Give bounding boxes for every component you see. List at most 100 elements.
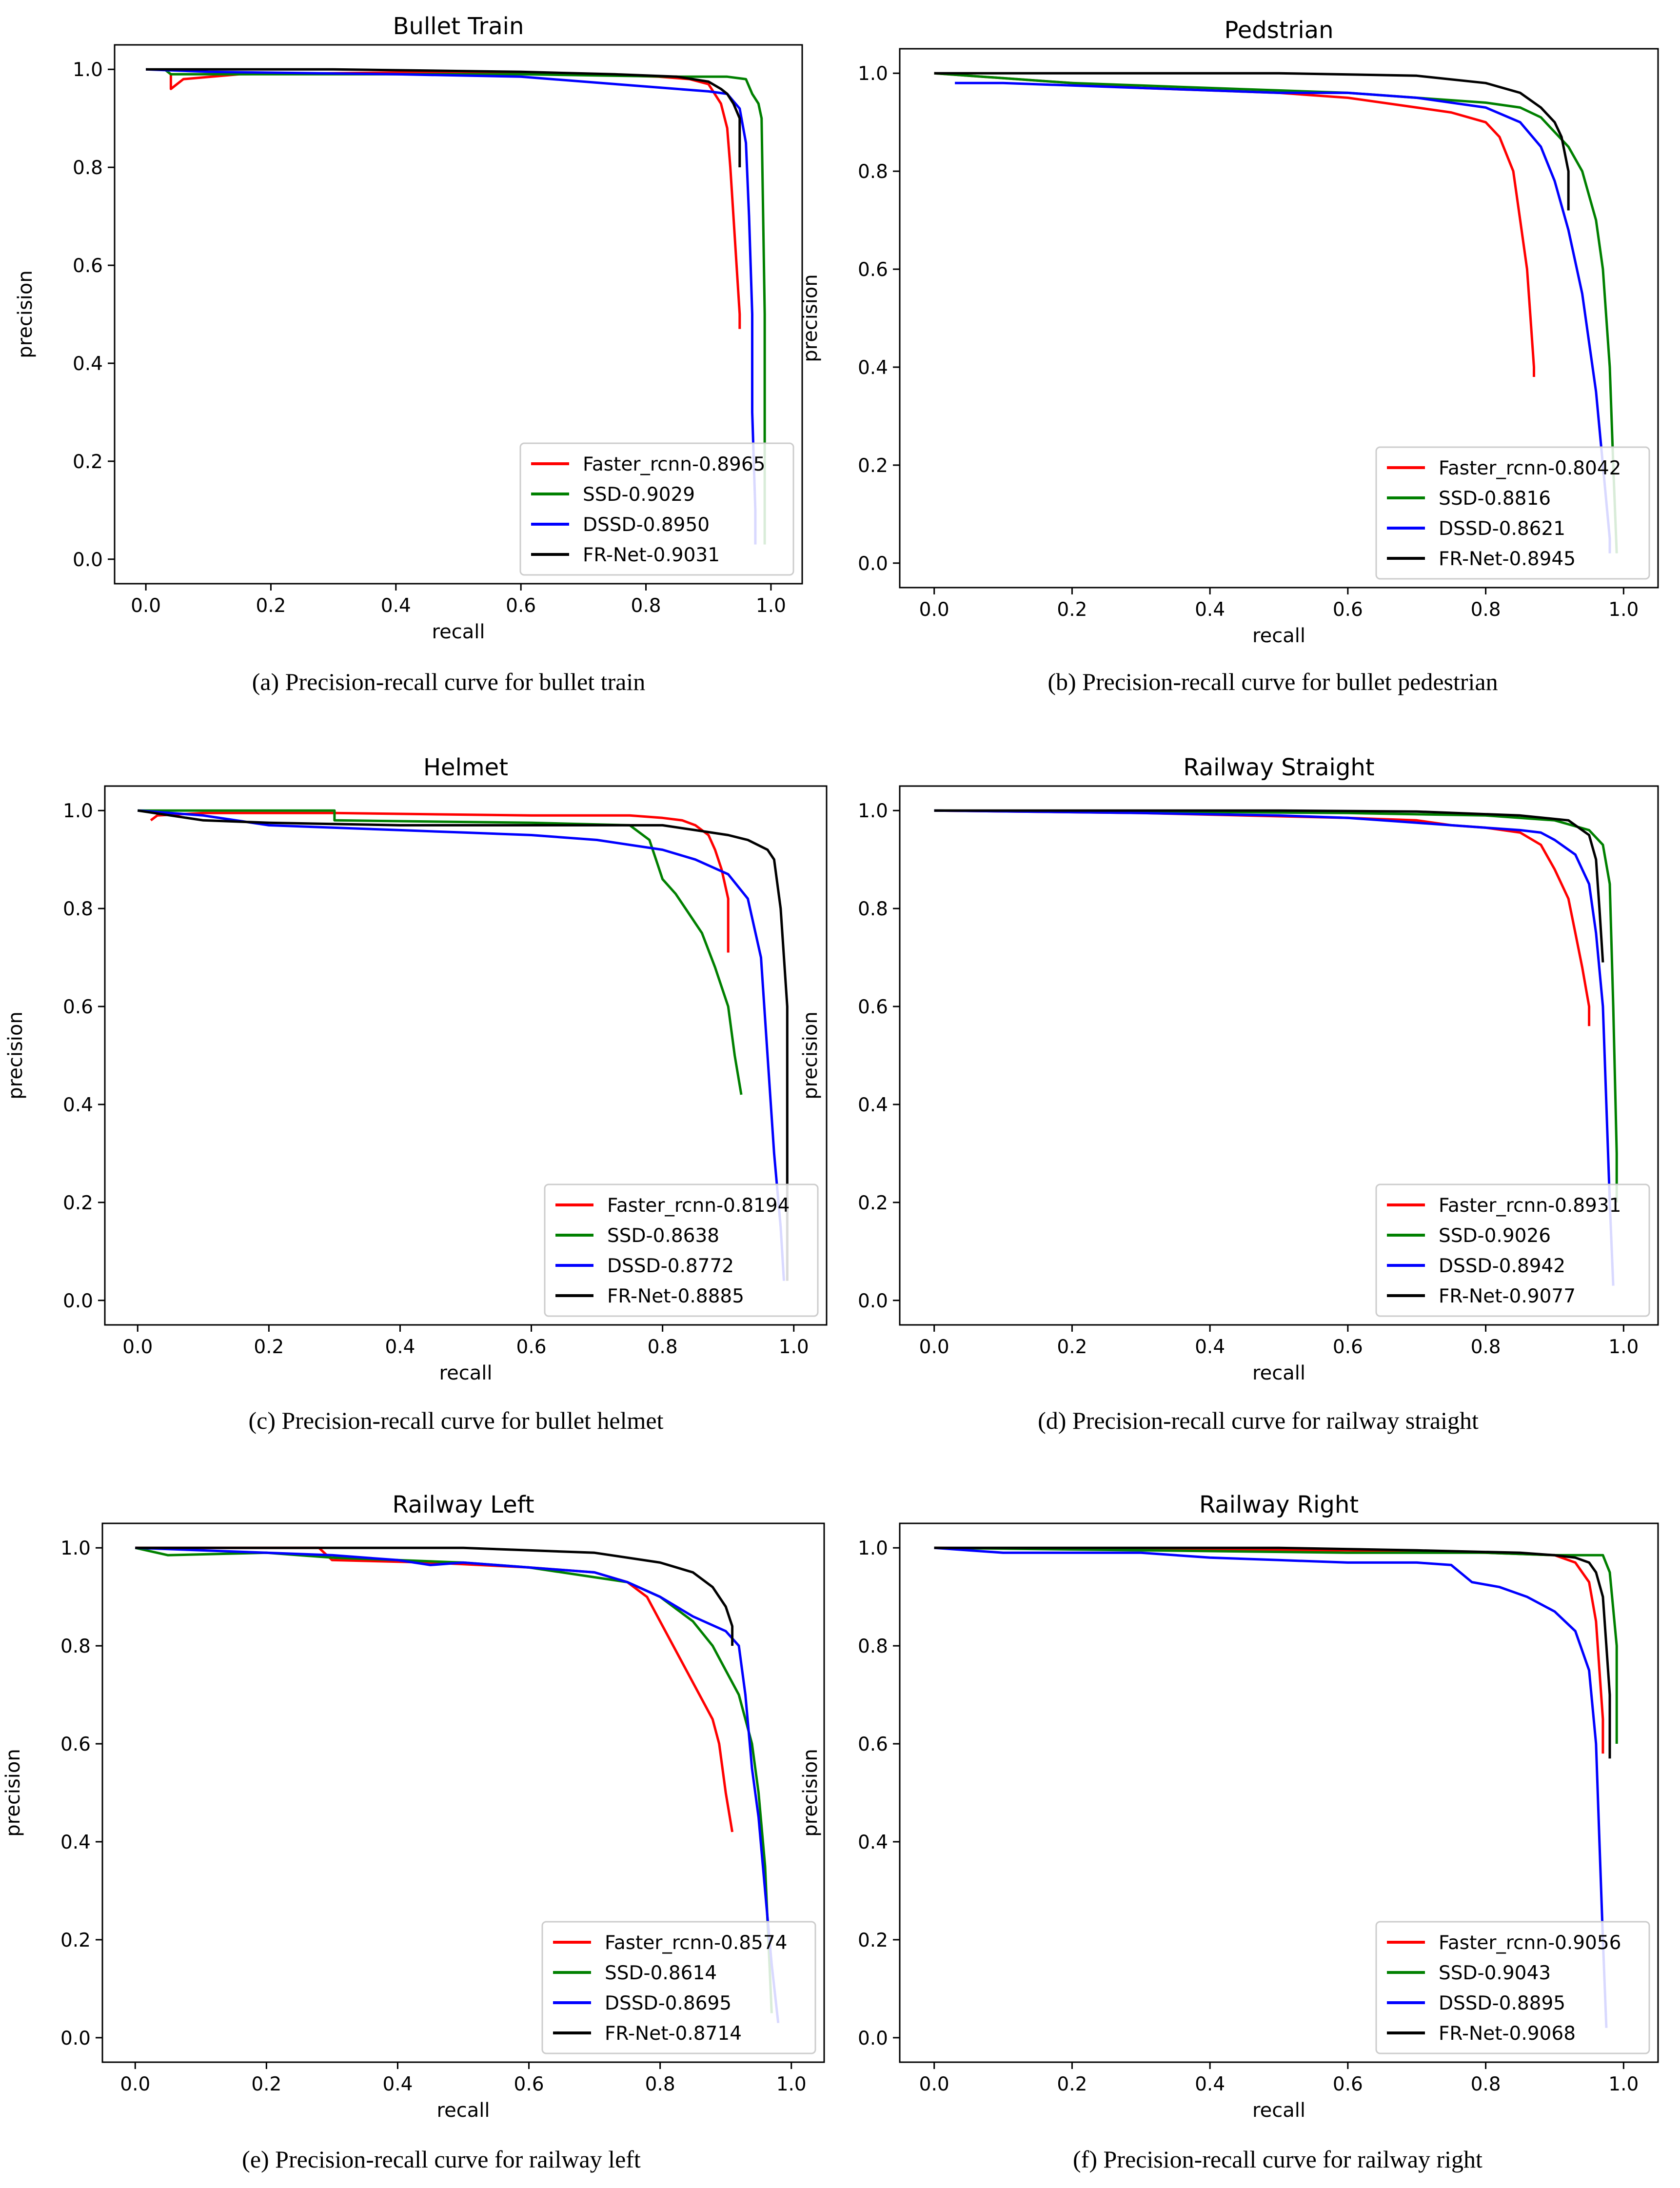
y-tick-label: 0.2: [73, 451, 103, 473]
plot-frame: [114, 44, 803, 585]
y-tick-label: 0.2: [858, 1192, 888, 1214]
x-tick-label: 0.4: [381, 595, 411, 617]
y-tick-label: 0.4: [858, 1094, 888, 1116]
chart-title: Pedstrian: [1225, 17, 1334, 44]
legend-label: SSD-0.9026: [1439, 1225, 1551, 1247]
x-axis-label: recall: [1252, 2099, 1305, 2122]
legend: Faster_rcnn-0.8194 SSD-0.8638 DSSD-0.8772 F…: [544, 1183, 819, 1317]
y-tick-label: 0.4: [858, 357, 888, 379]
y-tick-label: 1.0: [858, 63, 888, 85]
legend-label: Faster_rcnn-0.8194: [607, 1195, 790, 1217]
series-line-SSD: [163, 68, 766, 545]
legend-label: DSSD-0.8621: [1439, 518, 1565, 540]
legend-label: FR-Net-0.9077: [1439, 1285, 1576, 1307]
series-line-DSSD: [955, 81, 1611, 553]
x-tick-label: 0.4: [1195, 2073, 1225, 2095]
x-tick-label: 0.4: [382, 2073, 413, 2095]
x-tick-label: 0.4: [1195, 599, 1225, 621]
chart-title: Railway Straight: [1183, 754, 1374, 781]
series-line-Faster_rcnn: [150, 811, 730, 953]
plot-frame: [104, 785, 828, 1326]
legend-label: SSD-0.8614: [605, 1962, 717, 1984]
legend-label: FR-Net-0.8945: [1439, 548, 1576, 570]
x-tick-label: 0.4: [385, 1336, 415, 1358]
y-tick-label: 0.4: [73, 353, 103, 375]
legend-label: Faster_rcnn-0.8574: [605, 1932, 787, 1954]
x-tick-label: 1.0: [756, 595, 786, 617]
legend-label: Faster_rcnn-0.8965: [583, 453, 765, 475]
y-tick-label: 0.0: [858, 1290, 888, 1312]
legend: Faster_rcnn-0.9056 SSD-0.9043 DSSD-0.8895 F…: [1375, 1921, 1650, 2054]
figure-caption: (b) Precision-recall curve for bullet pe…: [1048, 668, 1498, 695]
y-tick-label: 1.0: [73, 59, 103, 81]
x-tick-label: 1.0: [779, 1336, 809, 1358]
legend-label: Faster_rcnn-0.8931: [1439, 1195, 1621, 1217]
legend: Faster_rcnn-0.8042 SSD-0.8816 DSSD-0.8621 F…: [1375, 446, 1650, 580]
x-tick-label: 0.8: [1471, 2073, 1501, 2095]
legend: Faster_rcnn-0.8931 SSD-0.9026 DSSD-0.8942 F…: [1375, 1183, 1650, 1317]
y-tick-label: 0.0: [858, 2028, 888, 2050]
y-axis-label: precision: [799, 1011, 822, 1099]
series-line-FR-Net: [934, 1546, 1611, 1759]
x-tick-label: 0.6: [506, 595, 536, 617]
legend-label: FR-Net-0.8885: [607, 1285, 744, 1307]
y-tick-label: 1.0: [858, 1538, 888, 1559]
x-axis-label: recall: [432, 621, 485, 643]
x-tick-label: 0.2: [1057, 1336, 1087, 1358]
x-tick-label: 0.6: [516, 1336, 547, 1358]
x-tick-label: 0.8: [631, 595, 661, 617]
x-tick-label: 0.0: [131, 595, 161, 617]
chart-panel-5: Railway Left 0.0 0.2 0.4 0.6 0.8 1.0 0.0 0.2 0.4 0…: [2, 1491, 825, 2173]
x-tick-label: 0.6: [1333, 1336, 1363, 1358]
y-tick-label: 1.0: [63, 800, 93, 822]
legend-box: [541, 1921, 816, 2054]
series-line-SSD: [138, 809, 743, 1095]
chart-title: Railway Right: [1199, 1491, 1359, 1518]
series-line-SSD: [934, 1546, 1618, 1744]
x-tick-label: 0.0: [919, 2073, 949, 2095]
x-tick-label: 0.8: [648, 1336, 678, 1358]
plot-frame: [101, 1522, 825, 2063]
legend-box: [1375, 446, 1650, 580]
legend-label: DSSD-0.8942: [1439, 1255, 1565, 1277]
y-tick-label: 0.8: [60, 1636, 91, 1657]
chart-title: Helmet: [423, 754, 508, 781]
legend-label: SSD-0.9029: [583, 484, 695, 506]
series-line-DSSD: [138, 809, 785, 1281]
legend-label: FR-Net-0.9068: [1439, 2023, 1576, 2045]
legend-box: [544, 1183, 819, 1317]
legend-box: [1375, 1921, 1650, 2054]
legend-label: DSSD-0.8772: [607, 1255, 734, 1277]
figure-caption: (e) Precision-recall curve for railway l…: [242, 2146, 641, 2173]
y-axis-label: precision: [799, 274, 822, 362]
series-line-DSSD: [934, 809, 1615, 1286]
y-tick-label: 0.8: [858, 161, 888, 183]
legend-label: DSSD-0.8895: [1439, 1992, 1565, 2014]
chart-panel-1: Bullet Train 0.0 0.2 0.4 0.6 0.8 1.0 0.0 0.2 0.4 0…: [14, 13, 803, 695]
series-line-SSD: [934, 809, 1618, 1202]
chart-panel-4: Railway Straight 0.0 0.2 0.4 0.6 0.8 1.0 0.0 0.2…: [799, 754, 1659, 1434]
plot-frame: [899, 785, 1659, 1326]
x-axis-label: recall: [1252, 625, 1305, 647]
figure-caption: (c) Precision-recall curve for bullet he…: [248, 1407, 663, 1434]
series-line-Faster_rcnn: [934, 72, 1535, 377]
chart-panel-2: Pedstrian 0.0 0.2 0.4 0.6 0.8 1.0 0.0 0.2 0.4 0.6 0…: [799, 17, 1659, 695]
x-tick-label: 1.0: [1608, 599, 1639, 621]
chart-title: Railway Left: [392, 1491, 534, 1518]
x-tick-label: 0.2: [1057, 599, 1087, 621]
legend-label: DSSD-0.8950: [583, 514, 710, 536]
plot-frame: [899, 48, 1659, 589]
y-tick-label: 0.0: [60, 2028, 91, 2050]
y-tick-label: 1.0: [858, 800, 888, 822]
x-tick-label: 0.6: [1333, 599, 1363, 621]
x-tick-label: 0.0: [919, 599, 949, 621]
chart-panel-3: Helmet 0.0 0.2 0.4 0.6 0.8 1.0 0.0 0.2 0.4 0.6 0.8 1…: [4, 754, 828, 1434]
x-tick-label: 0.0: [120, 2073, 150, 2095]
y-axis-label: precision: [14, 270, 37, 358]
series-line-Faster_rcnn: [135, 1546, 734, 1833]
y-tick-label: 0.6: [73, 255, 103, 277]
y-tick-label: 0.8: [858, 1636, 888, 1657]
chart-panel-6: Railway Right 0.0 0.2 0.4 0.6 0.8 1.0 0.0 0.2 0.4…: [799, 1491, 1659, 2173]
figure-caption: (a) Precision-recall curve for bullet tr…: [252, 668, 646, 695]
